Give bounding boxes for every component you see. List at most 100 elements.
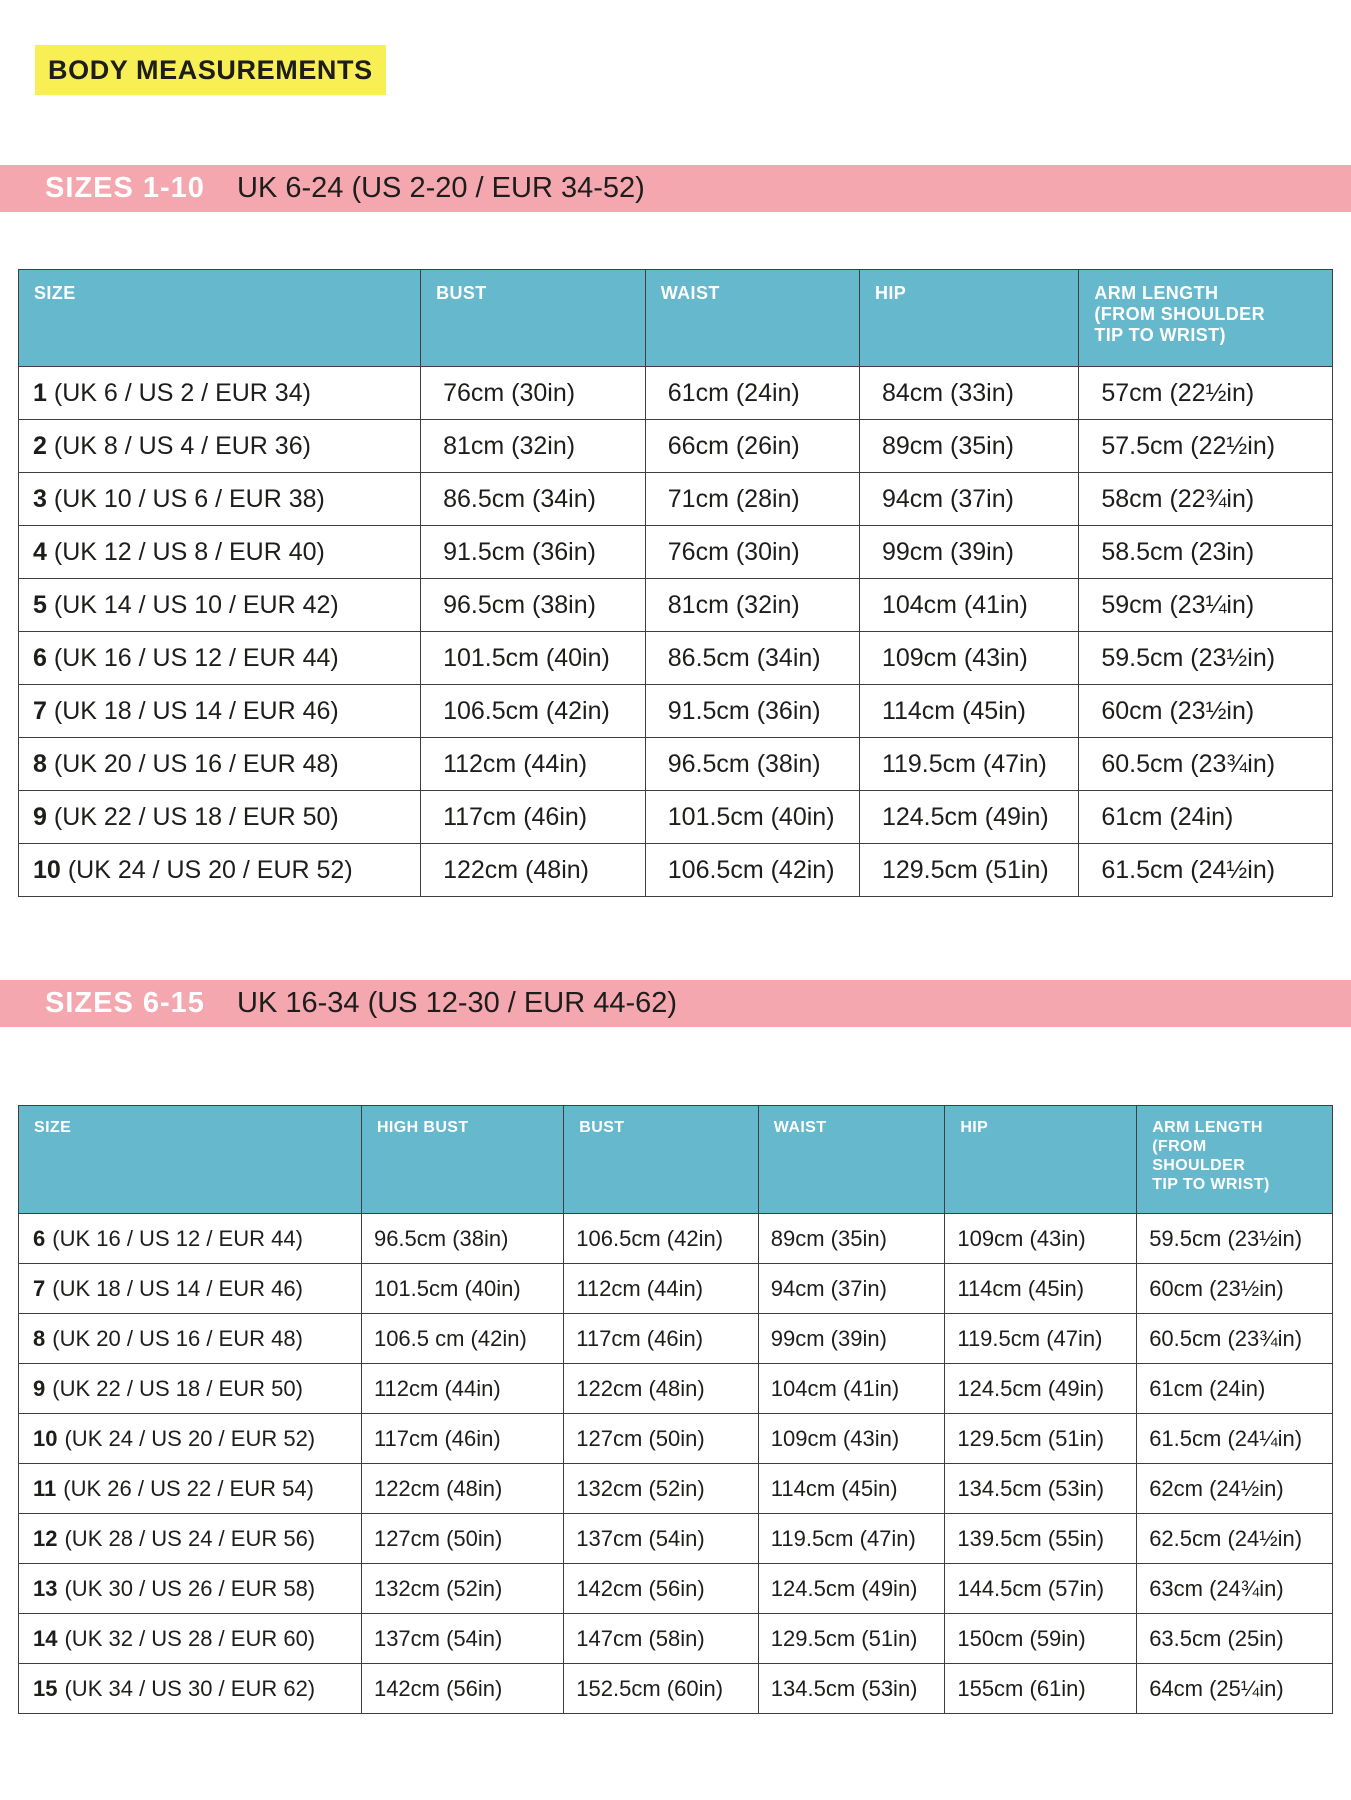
table-row: 14 (UK 32 / US 28 / EUR 60) 137cm (54in) 14… (18, 1613, 1333, 1664)
measurement-cell: 132cm (52in) (360, 1563, 565, 1614)
measurement-cell: 106.5cm (42in) (563, 1213, 759, 1264)
measurement-cell: 142cm (56in) (563, 1563, 759, 1614)
table-row: 9 (UK 22 / US 18 / EUR 50) 117cm (46in) 101… (17, 790, 1333, 844)
section-banner-sizes-1-10: SIZES 1-10 UK 6-24 (US 2-20 / EUR 34-52) (0, 165, 1351, 212)
size-conversions: (UK 24 / US 20 / EUR 52) (67, 855, 353, 884)
measurement-cell: 63.5cm (25in) (1136, 1613, 1333, 1664)
measurement-cell: 119.5cm (47in) (944, 1313, 1138, 1364)
banner-sizes-label: SIZES 1-10 (45, 172, 205, 204)
column-header-arm-length: ARM LENGTH (FROM SHOULDER TIP TO WRIST) (1136, 1105, 1333, 1214)
measurement-cell: 66cm (26in) (644, 419, 860, 473)
size-table-1-10: SIZE BUST WAIST HIP ARM LENGTH (FROM SHO… (17, 269, 1333, 897)
measurement-cell: 59cm (23¼in) (1078, 578, 1333, 632)
table-row: 6 (UK 16 / US 12 / EUR 44) 96.5cm (38in) 10… (18, 1213, 1333, 1264)
measurement-cell: 62cm (24½in) (1136, 1463, 1333, 1514)
column-header-high-bust: HIGH BUST (360, 1105, 565, 1214)
size-cell: 12 (UK 28 / US 24 / EUR 56) (18, 1513, 362, 1564)
measurement-cell: 99cm (39in) (858, 525, 1080, 579)
size-cell: 2 (UK 8 / US 4 / EUR 36) (17, 419, 422, 473)
table-row: 10 (UK 24 / US 20 / EUR 52) 117cm (46in) 12… (18, 1413, 1333, 1464)
measurement-cell: 132cm (52in) (563, 1463, 759, 1514)
measurement-cell: 91.5cm (36in) (420, 525, 646, 579)
column-header-hip: HIP (858, 269, 1080, 367)
size-number: 9 (33, 802, 47, 831)
measurement-cell: 122cm (48in) (360, 1463, 565, 1514)
size-number: 11 (33, 1475, 57, 1501)
measurement-cell: 129.5cm (51in) (858, 843, 1080, 897)
measurement-cell: 106.5 cm (42in) (360, 1313, 565, 1364)
measurement-cell: 61cm (24in) (1078, 790, 1333, 844)
size-cell: 6 (UK 16 / US 12 / EUR 44) (17, 631, 422, 685)
size-number: 8 (33, 1325, 46, 1351)
measurement-cell: 129.5cm (51in) (757, 1613, 946, 1664)
size-number: 10 (33, 855, 61, 884)
size-conversions: (UK 8 / US 4 / EUR 36) (53, 431, 311, 460)
measurement-cell: 119.5cm (47in) (858, 737, 1080, 791)
measurement-cell: 109cm (43in) (944, 1213, 1138, 1264)
column-header-hip: HIP (944, 1105, 1138, 1214)
size-cell: 15 (UK 34 / US 30 / EUR 62) (18, 1663, 362, 1714)
size-number: 4 (33, 537, 47, 566)
measurement-cell: 134.5cm (53in) (757, 1663, 946, 1714)
size-cell: 13 (UK 30 / US 26 / EUR 58) (18, 1563, 362, 1614)
measurement-cell: 124.5cm (49in) (757, 1563, 946, 1614)
size-cell: 5 (UK 14 / US 10 / EUR 42) (17, 578, 422, 632)
table-row: 1 (UK 6 / US 2 / EUR 34) 76cm (30in) 61cm (… (17, 366, 1333, 420)
size-number: 10 (33, 1425, 58, 1451)
size-conversions: (UK 20 / US 16 / EUR 48) (52, 1325, 303, 1351)
measurement-cell: 144.5cm (57in) (944, 1563, 1138, 1614)
size-cell: 3 (UK 10 / US 6 / EUR 38) (17, 472, 422, 526)
size-number: 3 (33, 484, 47, 513)
measurement-cell: 96.5cm (38in) (420, 578, 646, 632)
size-conversions: (UK 22 / US 18 / EUR 50) (53, 802, 339, 831)
measurement-cell: 117cm (46in) (563, 1313, 759, 1364)
size-number: 13 (33, 1575, 58, 1601)
measurement-cell: 94cm (37in) (757, 1263, 946, 1314)
measurement-cell: 139.5cm (55in) (944, 1513, 1138, 1564)
table-row: 5 (UK 14 / US 10 / EUR 42) 96.5cm (38in) 81… (17, 578, 1333, 632)
size-conversions: (UK 28 / US 24 / EUR 56) (64, 1525, 316, 1551)
column-header-bust: BUST (563, 1105, 759, 1214)
measurement-cell: 60.5cm (23¾in) (1136, 1313, 1333, 1364)
measurement-cell: 59.5cm (23½in) (1078, 631, 1333, 685)
measurement-cell: 137cm (54in) (360, 1613, 565, 1664)
measurement-cell: 61cm (24in) (644, 366, 860, 420)
measurement-cell: 101.5cm (40in) (420, 631, 646, 685)
size-cell: 7 (UK 18 / US 14 / EUR 46) (17, 684, 422, 738)
banner-sizes-label: SIZES 6-15 (45, 987, 205, 1019)
banner-range-label: UK 16-34 (US 12-30 / EUR 44-62) (237, 987, 678, 1019)
measurement-cell: 124.5cm (49in) (944, 1363, 1138, 1414)
measurement-cell: 86.5cm (34in) (420, 472, 646, 526)
size-conversions: (UK 34 / US 30 / EUR 62) (64, 1675, 316, 1701)
banner-range-label: UK 6-24 (US 2-20 / EUR 34-52) (237, 172, 645, 204)
size-number: 14 (33, 1625, 58, 1651)
measurement-cell: 134.5cm (53in) (944, 1463, 1138, 1514)
measurement-cell: 137cm (54in) (563, 1513, 759, 1564)
measurement-cell: 60cm (23½in) (1136, 1263, 1333, 1314)
column-header-waist: WAIST (644, 269, 860, 367)
page-title: BODY MEASUREMENTS (35, 45, 386, 95)
size-cell: 8 (UK 20 / US 16 / EUR 48) (18, 1313, 362, 1364)
measurement-cell: 122cm (48in) (563, 1363, 759, 1414)
measurement-cell: 94cm (37in) (858, 472, 1080, 526)
size-conversions: (UK 26 / US 22 / EUR 54) (63, 1475, 314, 1501)
measurement-cell: 60cm (23½in) (1078, 684, 1333, 738)
measurement-cell: 58cm (22¾in) (1078, 472, 1333, 526)
measurement-cell: 60.5cm (23¾in) (1078, 737, 1333, 791)
size-number: 15 (33, 1675, 58, 1701)
column-header-size: SIZE (18, 1105, 362, 1214)
measurement-cell: 114cm (45in) (944, 1263, 1138, 1314)
measurement-cell: 117cm (46in) (420, 790, 646, 844)
size-cell: 8 (UK 20 / US 16 / EUR 48) (17, 737, 422, 791)
measurement-cell: 99cm (39in) (757, 1313, 946, 1364)
measurement-cell: 155cm (61in) (944, 1663, 1138, 1714)
measurement-cell: 96.5cm (38in) (644, 737, 860, 791)
measurement-cell: 76cm (30in) (644, 525, 860, 579)
measurement-cell: 104cm (41in) (858, 578, 1080, 632)
measurement-cell: 58.5cm (23in) (1078, 525, 1333, 579)
measurement-cell: 101.5cm (40in) (644, 790, 860, 844)
measurement-cell: 89cm (35in) (757, 1213, 946, 1264)
header-row: SIZE HIGH BUST BUST WAIST HIP ARM LENGTH… (18, 1105, 1333, 1214)
size-cell: 7 (UK 18 / US 14 / EUR 46) (18, 1263, 362, 1314)
measurement-cell: 119.5cm (47in) (757, 1513, 946, 1564)
